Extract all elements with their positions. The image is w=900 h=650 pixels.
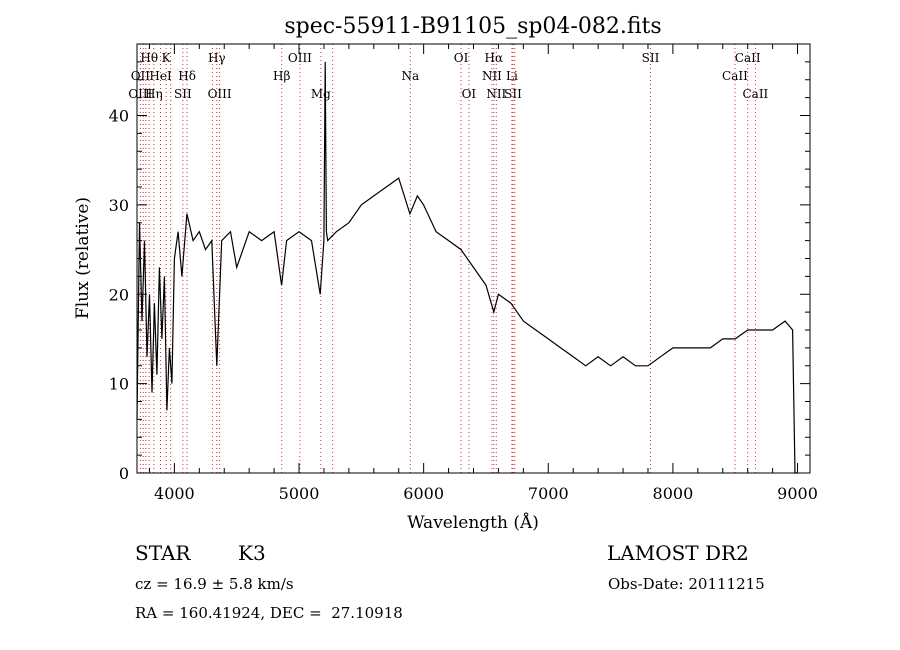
observation-date: Obs-Date: 20111215 (608, 575, 765, 593)
emission-line-label: Hβ (273, 69, 290, 83)
emission-line-label: Mg (311, 87, 331, 101)
x-tick-label: 4000 (154, 484, 195, 503)
emission-line-label: Hα (485, 51, 504, 65)
emission-line-label: OI (462, 87, 477, 101)
y-axis: 0 10 20 30 40 (109, 61, 810, 483)
object-subclass: K3 (238, 541, 266, 565)
y-tick-label: 0 (119, 464, 129, 483)
emission-line-label: OIII (208, 87, 232, 101)
emission-line-label: NII (486, 87, 506, 101)
x-tick-label: 9000 (777, 484, 818, 503)
emission-line-label: NII (482, 69, 502, 83)
y-tick-label: 30 (109, 196, 129, 215)
emission-line-label: CaII (735, 51, 761, 65)
emission-line-label: OII (131, 69, 151, 83)
y-tick-label: 40 (109, 107, 129, 126)
emission-line-label: Hγ (208, 51, 226, 65)
y-tick-label: 10 (109, 375, 129, 394)
x-axis-label: Wavelength (Å) (407, 512, 539, 533)
emission-line-label: SII (504, 87, 522, 101)
x-axis: 4000 5000 6000 7000 8000 9000 (148, 44, 818, 503)
y-tick-label: 20 (109, 285, 129, 304)
ra-dec: RA = 160.41924, DEC = 27.10918 (135, 604, 403, 622)
x-tick-label: 5000 (279, 484, 320, 503)
x-tick-label: 8000 (653, 484, 694, 503)
emission-line-label: Hδ (178, 69, 196, 83)
y-axis-label: Flux (relative) (73, 197, 93, 319)
emission-line-label: SII (642, 51, 660, 65)
x-tick-label: 6000 (403, 484, 444, 503)
survey-name: LAMOST DR2 (607, 541, 749, 565)
plot-frame (136, 43, 811, 474)
emission-line-label: Hθ (140, 51, 158, 65)
emission-line-label: CaII (742, 87, 768, 101)
emission-line-label: OIII (128, 87, 152, 101)
emission-line-label: Li (506, 69, 518, 83)
emission-line-label: K (162, 51, 172, 65)
emission-line-label: CaII (722, 69, 748, 83)
spectrum-series-line (136, 61, 798, 474)
emission-line-label: OI (454, 51, 469, 65)
emission-line-markers (139, 44, 756, 473)
emission-line-label: Na (401, 69, 419, 83)
emission-line-label: HeI (149, 69, 172, 83)
x-tick-label: 7000 (528, 484, 569, 503)
chart-title: spec-55911-B91105_sp04-082.fits (284, 14, 661, 39)
emission-line-label: SII (174, 87, 192, 101)
emission-line-label: OIII (288, 51, 312, 65)
object-class: STAR (135, 541, 191, 565)
emission-line-label: Hη (145, 87, 163, 101)
redshift-cz: cz = 16.9 ± 5.8 km/s (135, 575, 294, 593)
